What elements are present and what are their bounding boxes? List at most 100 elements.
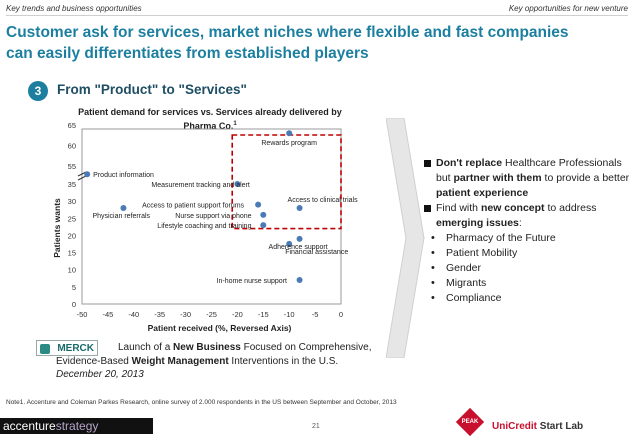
data-label: Physician referrals [92, 213, 150, 220]
merck-launch-text: Launch of a New Business Focused on Comp… [56, 341, 386, 369]
header-right: Key opportunities for new venture [508, 4, 628, 13]
y-tick-label: 55 [68, 162, 76, 171]
x-tick-label: -20 [232, 310, 243, 319]
data-label: Lifestyle coaching and training [157, 223, 251, 230]
axis-break-mark [77, 175, 87, 181]
data-point [286, 240, 293, 247]
header-divider [6, 15, 628, 16]
accenture-strategy-logo: accenturestrategy [0, 418, 153, 434]
y-axis-label: Patients wants [52, 198, 62, 258]
dot-bullet-icon: • [431, 247, 435, 259]
y-tick-label: 5 [72, 283, 76, 292]
headline-line-1: Customer ask for services, market niches… [6, 24, 569, 41]
y-tick-label: 25 [68, 214, 76, 223]
merck-launch-date: December 20, 2013 [56, 369, 144, 380]
step-title: From "Product" to "Services" [57, 82, 247, 97]
y-tick-label: 0 [72, 300, 76, 309]
sub-item: • Pharmacy of the Future [424, 231, 634, 246]
chevron-arrow-shape [386, 118, 425, 358]
sub-item-label: Compliance [446, 292, 502, 304]
y-tick-label: 10 [68, 266, 76, 275]
chart-title-footnote: 1 [233, 121, 237, 127]
x-tick-label: 0 [339, 310, 343, 319]
x-tick-label: -50 [77, 310, 88, 319]
header-left: Key trends and business opportunities [6, 4, 142, 13]
bullet-2-bold-b: emerging issues [436, 217, 519, 229]
bullet-2-text-b: to address [544, 202, 597, 214]
data-point [296, 235, 303, 242]
bullet-2-bold-a: new concept [480, 202, 545, 214]
data-label: Nurse support via phone [175, 213, 251, 220]
x-tick-label: -10 [284, 310, 295, 319]
bullet-1-text-a: Healthcare Professionals but [436, 157, 622, 184]
peak-logo: PEAK [455, 407, 485, 437]
headline-line-2: can easily differentiates from establish… [6, 45, 369, 62]
sub-item-label: Migrants [446, 277, 487, 289]
data-label: Measurement tracking and alert [151, 182, 249, 189]
dot-bullet-icon: • [431, 232, 435, 244]
data-label: Access to clinical trials [288, 197, 359, 204]
bullet-2-text-c: : [518, 217, 522, 229]
merck-text-bold-b: Weight Management [131, 356, 229, 367]
sub-item: • Gender [424, 261, 634, 276]
x-tick-label: -5 [312, 310, 319, 319]
x-tick-label: -35 [154, 310, 165, 319]
bullet-1-bold-a: Don't replace [436, 157, 503, 169]
dot-bullet-icon: • [431, 277, 435, 289]
square-bullet-icon [424, 160, 431, 167]
data-point [296, 205, 303, 211]
x-tick-label: -15 [258, 310, 269, 319]
accenture-logo-text: accenture [3, 419, 56, 433]
chart-title-text: Patient demand for services vs. Services… [78, 107, 342, 131]
key-takeaways-panel: Don't replace Healthcare Professionals b… [424, 156, 634, 306]
page-headline: Customer ask for services, market niches… [6, 22, 606, 64]
data-point [286, 130, 293, 137]
merck-text-a: Launch of a [118, 342, 174, 353]
sub-item: • Patient Mobility [424, 246, 634, 261]
bullet-2-text-a: Find with [436, 202, 481, 214]
unicredit-start-lab-logo: UniCredit Start Lab [492, 421, 583, 432]
bullet-new-concept: Find with new concept to address emergin… [424, 201, 634, 231]
y-tick-label: 15 [68, 249, 76, 258]
unicredit-logo-text: UniCredit [492, 421, 537, 432]
bullet-1-bold-c: patient experience [436, 187, 529, 199]
page-number: 21 [312, 423, 320, 430]
source-note: Note1. Accenture and Coleman Parkes Rese… [6, 399, 397, 406]
x-tick-label: -40 [128, 310, 139, 319]
y-tick-label: 35 [68, 180, 76, 189]
step-number-badge: 3 [28, 81, 48, 101]
data-point [84, 171, 91, 178]
sub-item-label: Gender [446, 262, 482, 274]
data-label: Adherence support [269, 244, 328, 251]
x-tick-label: -45 [102, 310, 113, 319]
dot-bullet-icon: • [431, 292, 435, 304]
sub-item-label: Patient Mobility [446, 247, 518, 259]
data-point [296, 277, 303, 283]
start-lab-logo-text: Start Lab [537, 421, 584, 432]
x-tick-label: -25 [206, 310, 217, 319]
sub-item: • Migrants [424, 276, 634, 291]
data-label: In-home nurse support [217, 278, 287, 285]
bullet-1-text-b: to provide a better [541, 172, 630, 184]
merck-text-b: Focused on Comprehensive, Evidence-Based [56, 342, 372, 367]
data-label: Product information [93, 172, 154, 179]
y-tick-label: 30 [68, 197, 76, 206]
x-tick-label: -30 [180, 310, 191, 319]
y-tick-label: 20 [68, 231, 76, 240]
data-label: Access to patient support forums [142, 203, 244, 210]
merck-logo: MERCK [36, 340, 98, 356]
y-tick-label: 65 [68, 121, 76, 130]
bullet-partner: Don't replace Healthcare Professionals b… [424, 156, 634, 201]
merck-text-c: Interventions in the U.S. [228, 356, 339, 367]
y-tick-label: 60 [68, 142, 76, 151]
highlight-box [231, 134, 342, 230]
sub-item: • Compliance [424, 291, 634, 306]
data-point [260, 222, 267, 229]
data-label: Rewards program [261, 140, 317, 147]
peak-logo-text: PEAK [461, 419, 479, 425]
data-point [234, 181, 241, 187]
dot-bullet-icon: • [431, 262, 435, 274]
merck-text-bold-a: New Business [173, 342, 241, 353]
square-bullet-icon [424, 205, 431, 212]
